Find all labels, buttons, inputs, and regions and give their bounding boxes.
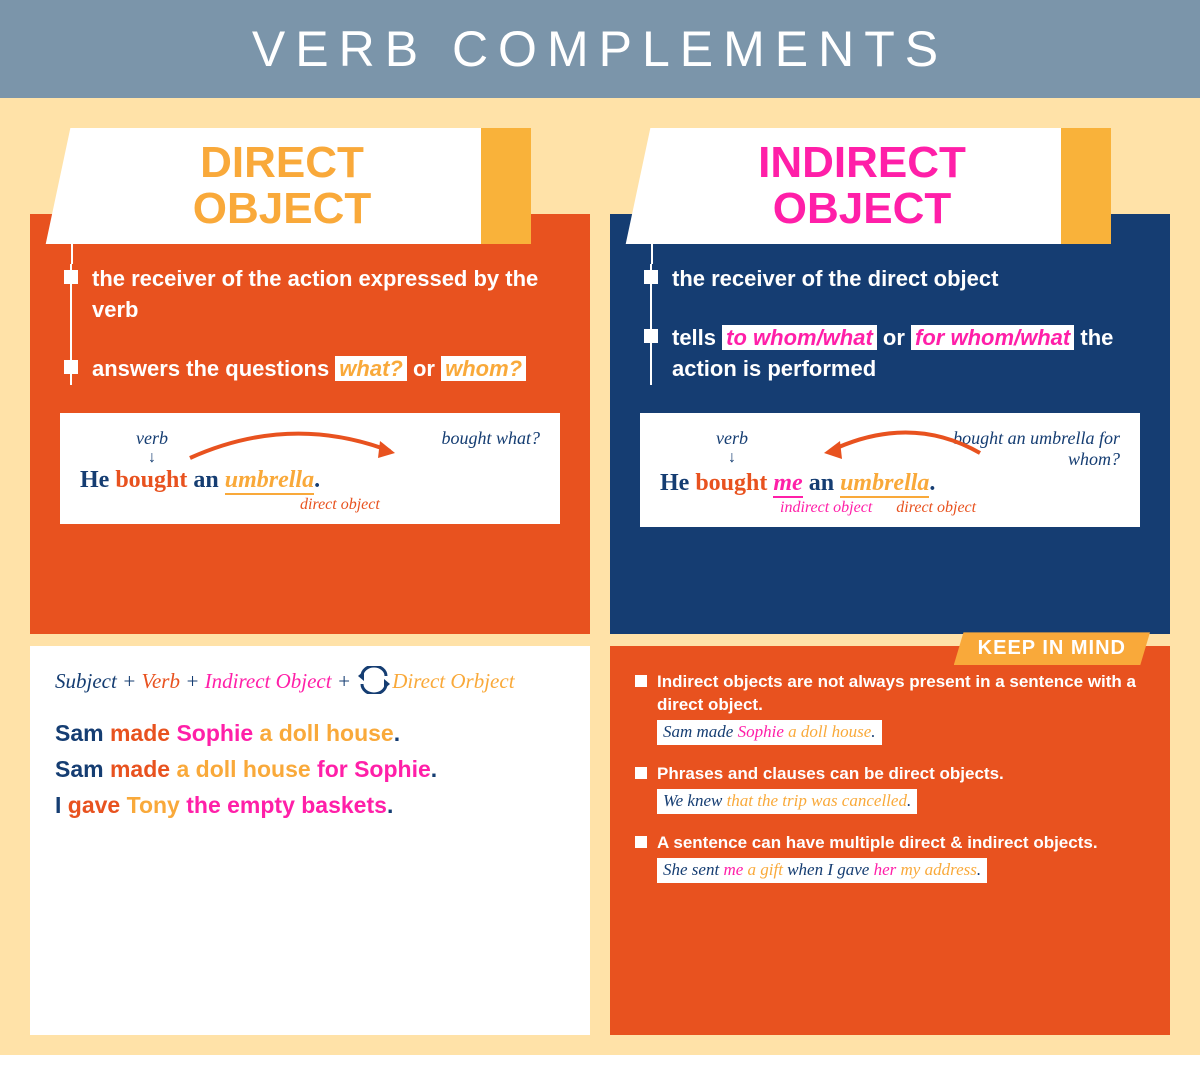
- keep-ex-3: She sent me a gift when I gave her my ad…: [657, 858, 987, 883]
- keep-in-mind-box: KEEP IN MIND Indirect objects are not al…: [610, 646, 1170, 1035]
- indirect-bullets: the receiver of the direct object tells …: [650, 264, 1140, 384]
- direct-title-box: DIRECT OBJECT: [46, 128, 519, 244]
- direct-example: verb ↓ bought what? He bought an umbrell…: [60, 413, 560, 524]
- direct-bullet-1: the receiver of the action expressed by …: [92, 264, 560, 326]
- swap-arrows-icon: [356, 666, 392, 700]
- verb-label: verb: [716, 428, 748, 448]
- keep-item-2: Phrases and clauses can be direct object…: [635, 763, 1145, 814]
- verb-label: verb: [136, 428, 168, 448]
- question-label: bought what?: [441, 428, 540, 467]
- direct-title-line2: OBJECT: [193, 184, 371, 233]
- page-title: VERB COMPLEMENTS: [252, 21, 948, 77]
- sample-3: I gave Tony the empty baskets.: [55, 788, 565, 824]
- do-label: direct object: [300, 496, 540, 514]
- question-label: bought an umbrella for whom?: [920, 428, 1120, 470]
- indirect-card: the receiver of the direct object tells …: [610, 214, 1170, 634]
- formula: Subject + Verb + Indirect Object + Direc…: [55, 666, 565, 700]
- direct-title-line1: DIRECT: [200, 138, 364, 187]
- indirect-sentence: He bought me an umbrella.: [660, 470, 1120, 497]
- sample-1: Sam made Sophie a doll house.: [55, 716, 565, 752]
- direct-bullets: the receiver of the action expressed by …: [70, 264, 560, 384]
- direct-column: DIRECT OBJECT the receiver of the action…: [30, 128, 590, 1035]
- do-label: direct object: [896, 499, 976, 517]
- indirect-bullet-1: the receiver of the direct object: [672, 264, 1140, 295]
- sample-2: Sam made a doll house for Sophie.: [55, 752, 565, 788]
- indirect-title: INDIRECT OBJECT: [668, 140, 1056, 232]
- keep-item-1: Indirect objects are not always present …: [635, 671, 1145, 745]
- formula-box: Subject + Verb + Indirect Object + Direc…: [30, 646, 590, 1035]
- direct-title: DIRECT OBJECT: [88, 140, 476, 232]
- indirect-column: INDIRECT OBJECT the receiver of the dire…: [610, 128, 1170, 1035]
- keep-item-3: A sentence can have multiple direct & in…: [635, 832, 1145, 883]
- indirect-example: verb ↓ bought an umbrella for whom? He b…: [640, 413, 1140, 527]
- indirect-title-line1: INDIRECT: [758, 138, 966, 187]
- direct-sentence: He bought an umbrella.: [80, 467, 540, 494]
- indirect-title-box: INDIRECT OBJECT: [626, 128, 1099, 244]
- direct-bullet-2: answers the questions what? or whom?: [92, 354, 560, 385]
- io-label: indirect object: [780, 499, 872, 517]
- indirect-bullet-2: tells to whom/what or for whom/what the …: [672, 323, 1140, 385]
- keep-ex-1: Sam made Sophie a doll house.: [657, 720, 882, 745]
- content-area: DIRECT OBJECT the receiver of the action…: [0, 98, 1200, 1055]
- keep-tag: KEEP IN MIND: [954, 632, 1150, 665]
- keep-ex-2: We knew that the trip was cancelled.: [657, 789, 917, 814]
- page-header: VERB COMPLEMENTS: [0, 0, 1200, 98]
- indirect-title-line2: OBJECT: [773, 184, 951, 233]
- direct-card: the receiver of the action expressed by …: [30, 214, 590, 634]
